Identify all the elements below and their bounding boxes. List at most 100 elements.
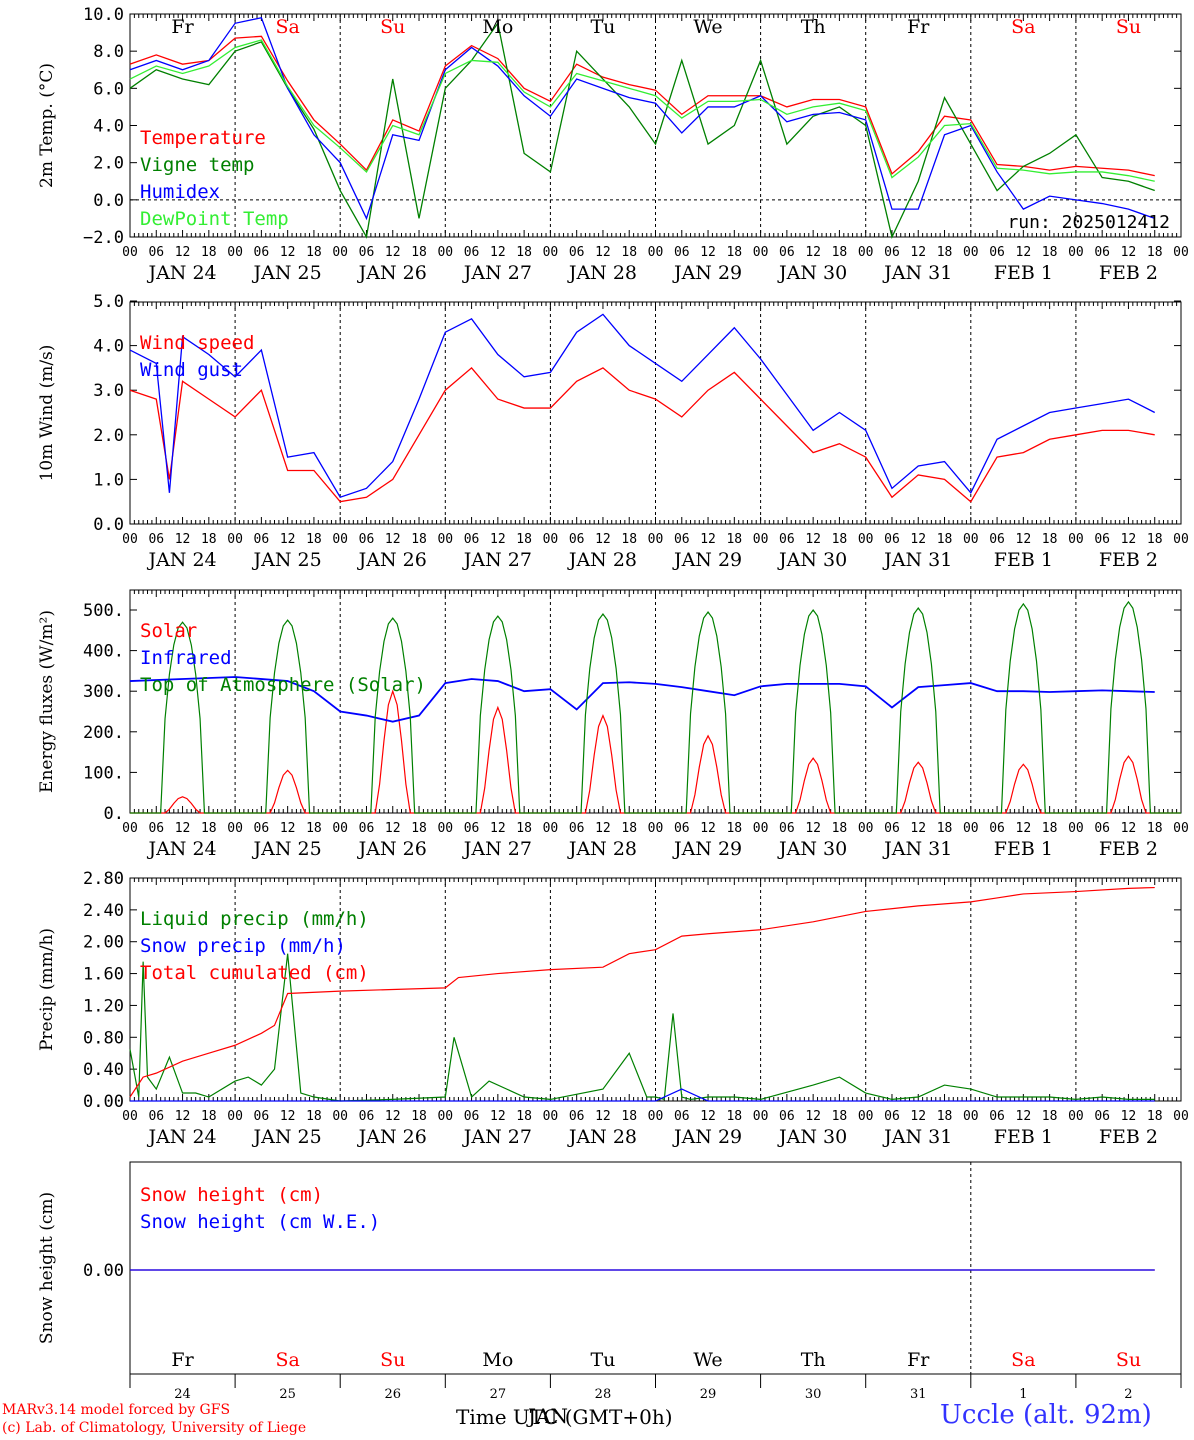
hour-tick-label: 12 (805, 245, 821, 260)
hour-tick-label: 06 (1094, 821, 1110, 836)
hour-tick-label: 00 (858, 1109, 874, 1124)
hour-tick-label: 18 (411, 821, 427, 836)
hour-tick-label: 06 (464, 1109, 480, 1124)
weekday-label: Th (801, 1349, 826, 1371)
legend-entry: Liquid precip (mm/h) (140, 908, 369, 930)
y-tick-label: 1.0 (93, 470, 124, 490)
hour-tick-label: 00 (437, 532, 453, 547)
hour-tick-label: 18 (516, 245, 532, 260)
date-label: JAN 28 (567, 262, 637, 284)
hour-tick-label: 18 (832, 532, 848, 547)
hour-tick-label: 12 (1016, 1109, 1032, 1124)
weekday-label: We (693, 1349, 722, 1371)
date-label: FEB 1 (994, 262, 1053, 284)
hour-tick-label: 12 (595, 1109, 611, 1124)
y-tick-label: 10.0 (83, 5, 124, 25)
hour-tick-label: 18 (306, 1109, 322, 1124)
hour-tick-label: 18 (1042, 1109, 1058, 1124)
hour-tick-label: 12 (175, 532, 191, 547)
hour-tick-label: 18 (832, 821, 848, 836)
weekday-label: Sa (1011, 16, 1035, 38)
y-tick-label: 400. (83, 642, 124, 662)
weekday-label: Su (380, 16, 405, 38)
date-label: JAN 30 (777, 838, 847, 860)
panel-frame-2 (129, 589, 1182, 814)
date-label: JAN 31 (882, 262, 952, 284)
date-label: JAN 30 (777, 1126, 847, 1148)
weekday-label: Tu (590, 16, 615, 38)
hour-tick-label: 00 (1173, 245, 1189, 260)
hour-tick-label: 00 (437, 245, 453, 260)
hour-tick-label: 18 (1147, 245, 1163, 260)
hour-tick-label: 18 (1147, 1109, 1163, 1124)
y-tick-label: 200. (83, 723, 124, 743)
date-label: FEB 2 (1099, 262, 1158, 284)
hour-tick-label: 18 (516, 532, 532, 547)
series-line (129, 313, 1156, 499)
hour-tick-label: 12 (280, 245, 296, 260)
hour-tick-label: 12 (805, 821, 821, 836)
series-line (130, 600, 1181, 814)
hour-tick-label: 00 (332, 532, 348, 547)
hour-tick-label: 06 (674, 532, 690, 547)
weekday-label: Th (801, 16, 826, 38)
hour-tick-label: 00 (332, 821, 348, 836)
day-number-label: 31 (910, 1387, 927, 1402)
y-tick-label: 1.20 (83, 996, 124, 1016)
model-credit: MARv3.14 model forced by GFS (2, 1402, 231, 1418)
hour-tick-label: 12 (385, 245, 401, 260)
hour-tick-label: 12 (490, 532, 506, 547)
y-axis-label: 10m Wind (m/s) (37, 345, 57, 482)
y-tick-label: 500. (83, 601, 124, 621)
hour-tick-label: 18 (201, 245, 217, 260)
hour-tick-label: 12 (910, 245, 926, 260)
date-label: JAN 24 (146, 838, 216, 860)
series-line (129, 366, 1155, 503)
hour-tick-label: 18 (411, 532, 427, 547)
hour-tick-label: 06 (254, 821, 270, 836)
date-label: FEB 1 (994, 1126, 1053, 1148)
hour-tick-label: 00 (437, 821, 453, 836)
y-tick-label: 6.0 (93, 79, 124, 99)
y-tick-label: 300. (83, 682, 124, 702)
hour-tick-label: 12 (805, 532, 821, 547)
hour-tick-label: 00 (1068, 245, 1084, 260)
hour-tick-label: 18 (621, 245, 637, 260)
y-axis-label: Snow height (cm) (37, 1192, 57, 1344)
weekday-label: Su (380, 1349, 405, 1371)
weekday-label: Mo (482, 16, 513, 38)
date-label: JAN 26 (357, 549, 427, 571)
date-label: FEB 2 (1099, 1126, 1158, 1148)
hour-tick-label: 00 (1068, 532, 1084, 547)
hour-tick-label: 18 (411, 1109, 427, 1124)
hour-tick-label: 06 (989, 821, 1005, 836)
hour-tick-label: 06 (569, 821, 585, 836)
hour-tick-label: 18 (1147, 821, 1163, 836)
hour-tick-label: 18 (726, 245, 742, 260)
date-label: JAN 29 (672, 549, 742, 571)
hour-tick-label: 00 (122, 1109, 138, 1124)
series-line (129, 16, 1155, 221)
hour-tick-label: 12 (175, 1109, 191, 1124)
hour-tick-label: 18 (1042, 532, 1058, 547)
hour-tick-label: 12 (700, 245, 716, 260)
hour-tick-label: 06 (464, 532, 480, 547)
date-label: JAN 26 (357, 838, 427, 860)
weekday-label: Sa (275, 1349, 299, 1371)
hour-tick-label: 06 (464, 821, 480, 836)
series-line (129, 21, 1155, 239)
hour-tick-label: 12 (490, 821, 506, 836)
weekday-label: Su (1116, 16, 1141, 38)
date-label: JAN 26 (357, 1126, 427, 1148)
hour-tick-label: 12 (1121, 1109, 1137, 1124)
hour-tick-label: 12 (490, 1109, 506, 1124)
date-label: JAN 25 (252, 838, 322, 860)
hour-tick-label: 06 (779, 245, 795, 260)
hour-tick-label: 06 (569, 1109, 585, 1124)
date-label: JAN 24 (146, 549, 216, 571)
hour-tick-label: 18 (726, 1109, 742, 1124)
lab-credit: (c) Lab. of Climatology, University of L… (2, 1420, 307, 1436)
hour-tick-label: 00 (122, 245, 138, 260)
hour-tick-label: 18 (411, 245, 427, 260)
